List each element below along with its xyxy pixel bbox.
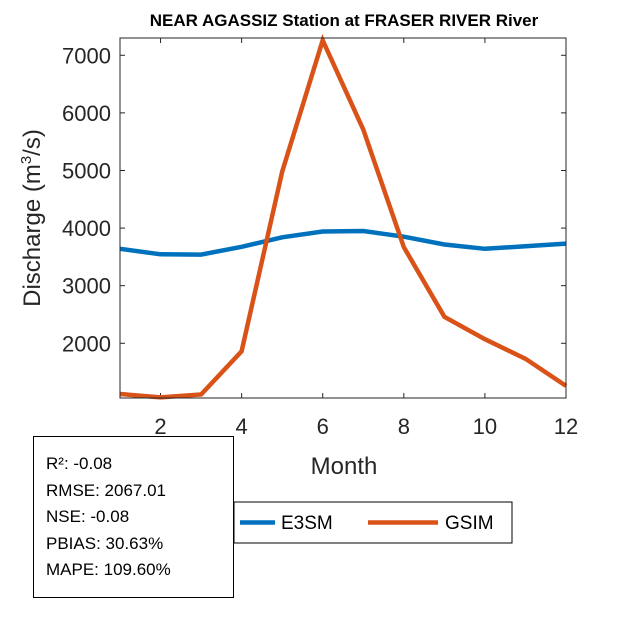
x-tick-label: 2 [154,414,166,439]
x-tick-label: 12 [554,414,578,439]
y-axis-label-suffix: /s) [19,129,46,156]
y-tick-label: 4000 [62,216,111,241]
legend: E3SM GSIM [233,501,513,544]
legend-label-e3sm: E3SM [281,513,333,534]
legend-box [233,501,513,544]
tick-labels: 2 4 6 8 10 12 2000 3000 4000 5000 6000 7000 [62,43,578,439]
x-tick-label: 10 [473,414,497,439]
series-line-gsim [119,33,568,400]
plot-area-frame [119,37,567,399]
statistics-box: R²: -0.08 RMSE: 2067.01 NSE: -0.08 PBIAS… [33,436,234,598]
stat-pbias: PBIAS: 30.63% [46,533,164,553]
x-axis-label: Month [311,453,378,480]
y-tick-label: 5000 [62,158,111,183]
x-tick-label: 8 [398,414,410,439]
series-line-e3sm [119,228,567,257]
y-tick-label: 6000 [62,101,111,126]
stat-rmse: RMSE: 2067.01 [46,480,167,500]
legend-label-gsim: GSIM [445,513,494,534]
x-tick-label: 4 [236,414,248,439]
y-axis-label-superscript: 3 [18,156,35,164]
y-tick-label: 2000 [62,331,111,356]
y-axis-label: Discharge (m3/s) [18,129,46,307]
y-axis-label-prefix: Discharge (m [19,164,46,307]
stat-mape: MAPE: 109.60% [46,560,171,579]
stat-nse: NSE: -0.08 [46,507,130,526]
stat-r2: R²: -0.08 [46,454,113,473]
y-tick-label: 3000 [62,274,111,299]
chart-title: NEAR AGASSIZ Station at FRASER RIVER Riv… [150,11,539,30]
x-tick-label: 6 [317,414,329,439]
series-layer [119,33,568,400]
y-tick-label: 7000 [62,43,111,68]
